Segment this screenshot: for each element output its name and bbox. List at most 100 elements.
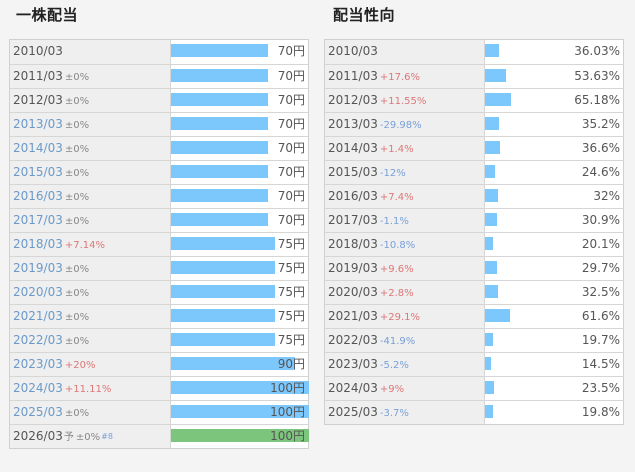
year-cell: 2021/03 +29.1% [325, 305, 485, 328]
table-row: 2019/03 ±0% 75円 [10, 256, 308, 280]
value-cell: 65.18% [485, 89, 623, 112]
table-row: 2020/03 +2.8% 32.5% [325, 280, 623, 304]
value-bar [171, 309, 275, 322]
fiscal-year[interactable]: 2023/03 [13, 357, 63, 371]
fiscal-year: 2015/03 [328, 165, 378, 179]
value-bar [485, 189, 498, 202]
value-label: 19.7% [581, 333, 620, 347]
value-bar [485, 381, 495, 394]
fiscal-year: 2024/03 [328, 381, 378, 395]
change-rate: ±0% [64, 216, 90, 227]
footnote-link[interactable]: #8 [101, 432, 113, 441]
fiscal-year: 2026/03 [13, 429, 63, 443]
year-cell: 2012/03 ±0% [10, 89, 171, 112]
table-row: 2024/03 +11.11% 100円 [10, 376, 309, 400]
value-cell: 100円 [171, 401, 309, 424]
table-row: 2023/03 +20% 90円 [10, 352, 308, 376]
value-label: 23.5% [581, 381, 620, 395]
value-cell: 70円 [171, 40, 308, 64]
value-label: 61.6% [581, 309, 620, 323]
value-bar [171, 237, 275, 250]
value-bar [171, 213, 268, 226]
fiscal-year[interactable]: 2015/03 [13, 165, 63, 179]
value-cell: 70円 [171, 89, 308, 112]
table-row: 2012/03 ±0% 70円 [10, 88, 308, 112]
value-cell: 70円 [171, 137, 308, 160]
value-label: 90円 [277, 357, 305, 371]
fiscal-year[interactable]: 2024/03 [13, 381, 63, 395]
value-bar [485, 405, 493, 418]
table-row: 2011/03 +17.6% 53.63% [325, 64, 623, 88]
fiscal-year: 2020/03 [328, 285, 378, 299]
fiscal-year[interactable]: 2025/03 [13, 405, 63, 419]
fiscal-year[interactable]: 2013/03 [13, 117, 63, 131]
fiscal-year[interactable]: 2019/03 [13, 261, 63, 275]
value-label: 75円 [277, 237, 305, 251]
change-rate: ±0% [64, 408, 90, 419]
fiscal-year: 2019/03 [328, 261, 378, 275]
value-label: 75円 [277, 261, 305, 275]
value-bar [485, 165, 495, 178]
year-cell: 2016/03 ±0% [10, 185, 171, 208]
year-cell: 2022/03 ±0% [10, 329, 171, 352]
table-row: 2013/03 ±0% 70円 [10, 112, 308, 136]
table-row: 2019/03 +9.6% 29.7% [325, 256, 623, 280]
fiscal-year[interactable]: 2018/03 [13, 237, 63, 251]
year-cell: 2017/03 ±0% [10, 209, 171, 232]
fiscal-year: 2011/03 [13, 69, 63, 83]
value-bar [485, 261, 497, 274]
value-cell: 30.9% [485, 209, 623, 232]
value-bar [485, 93, 512, 106]
value-cell: 70円 [171, 161, 308, 184]
table-row: 2010/03 36.03% [325, 40, 623, 64]
year-cell: 2015/03 ±0% [10, 161, 171, 184]
fiscal-year[interactable]: 2021/03 [13, 309, 63, 323]
change-rate: ±0% [64, 264, 90, 275]
fiscal-year: 2021/03 [328, 309, 378, 323]
value-label: 53.63% [574, 69, 620, 83]
change-rate: +9.6% [379, 264, 414, 275]
change-rate: -10.8% [379, 240, 416, 251]
fiscal-year[interactable]: 2020/03 [13, 285, 63, 299]
value-label: 36.6% [581, 141, 620, 155]
table-row: 2013/03 -29.98% 35.2% [325, 112, 623, 136]
forecast-mark: 予 [63, 432, 74, 443]
value-cell: 20.1% [485, 233, 623, 256]
value-cell: 100円 [171, 377, 309, 400]
year-cell: 2025/03 ±0% [10, 401, 171, 424]
value-label: 75円 [277, 309, 305, 323]
fiscal-year[interactable]: 2016/03 [13, 189, 63, 203]
value-label: 70円 [277, 189, 305, 203]
year-cell: 2013/03 ±0% [10, 113, 171, 136]
value-bar [171, 357, 296, 370]
change-rate: -12% [379, 168, 406, 179]
change-rate: ±0% [64, 192, 90, 203]
value-cell: 75円 [171, 233, 308, 256]
value-label: 70円 [277, 213, 305, 227]
table-row: 2021/03 +29.1% 61.6% [325, 304, 623, 328]
change-rate: ±0% [64, 336, 90, 347]
fiscal-year[interactable]: 2017/03 [13, 213, 63, 227]
table-row: 2015/03 -12% 24.6% [325, 160, 623, 184]
value-cell: 36.03% [485, 40, 623, 64]
dividend-title: 一株配当 [16, 6, 79, 24]
change-rate: +29.1% [379, 312, 421, 323]
year-cell: 2019/03 +9.6% [325, 257, 485, 280]
year-cell: 2024/03 +11.11% [10, 377, 171, 400]
value-cell: 24.6% [485, 161, 623, 184]
fiscal-year[interactable]: 2014/03 [13, 141, 63, 155]
value-cell: 100円 [171, 425, 309, 448]
fiscal-year[interactable]: 2022/03 [13, 333, 63, 347]
year-cell: 2018/03 +7.14% [10, 233, 171, 256]
change-rate: ±0% [75, 432, 101, 443]
value-cell: 23.5% [485, 377, 623, 400]
change-rate: -5.2% [379, 360, 409, 371]
change-rate: +11.55% [379, 96, 427, 107]
table-row: 2017/03 -1.1% 30.9% [325, 208, 623, 232]
year-cell: 2010/03 [10, 40, 171, 64]
year-cell: 2014/03 ±0% [10, 137, 171, 160]
value-cell: 61.6% [485, 305, 623, 328]
payout-table: 2010/03 36.03% 2011/03 +17.6% 53.63% 2012/03 +… [324, 39, 624, 425]
value-label: 100円 [270, 405, 305, 419]
change-rate: +11.11% [64, 384, 112, 395]
